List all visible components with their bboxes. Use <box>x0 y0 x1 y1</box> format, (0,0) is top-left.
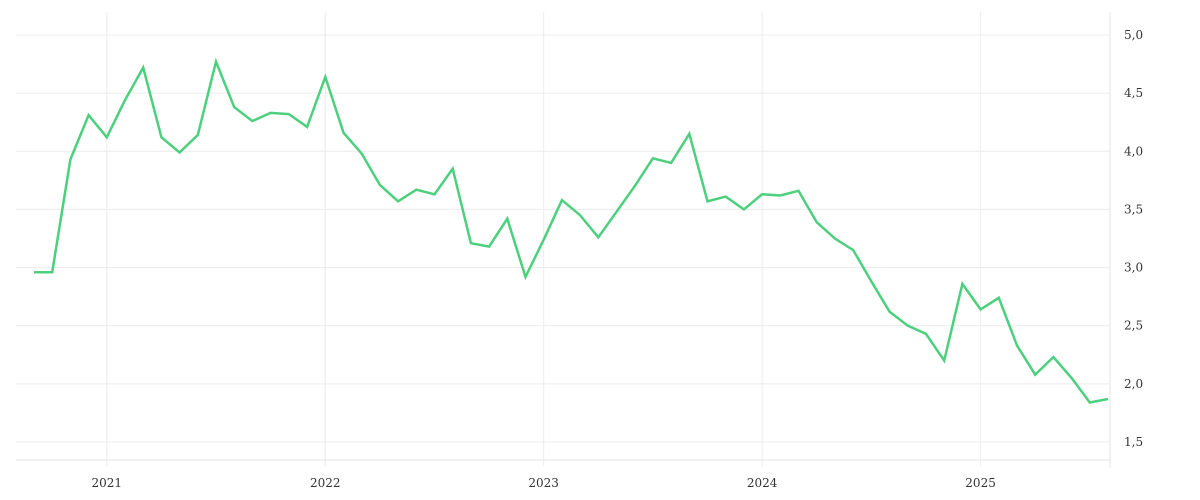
x-tick-label: 2021 <box>92 476 123 490</box>
y-axis-tick-labels: 1,5 2,0 2,5 3,0 3,5 4,0 4,5 5,0 <box>1124 28 1143 449</box>
y-tick-label: 3,0 <box>1124 261 1143 275</box>
horizontal-gridlines <box>16 34 1110 443</box>
series-line <box>34 57 1109 404</box>
y-tick-label: 2,5 <box>1124 319 1143 333</box>
y-tick-label: 2,0 <box>1124 377 1143 391</box>
x-tick-label: 2025 <box>965 476 996 490</box>
y-tick-label: 5,0 <box>1124 28 1143 42</box>
y-tick-label: 4,0 <box>1124 144 1143 158</box>
x-tick-label: 2024 <box>747 476 778 490</box>
vertical-gridlines <box>106 12 982 466</box>
series-layer <box>34 57 1109 404</box>
y-tick-label: 3,5 <box>1124 202 1143 216</box>
y-tick-label: 4,5 <box>1124 86 1143 100</box>
y-tick-label: 1,5 <box>1124 435 1143 449</box>
x-axis-tick-labels: 2021 2022 2023 2024 2025 <box>92 476 996 490</box>
x-tick-label: 2023 <box>528 476 559 490</box>
x-tick-label: 2022 <box>310 476 341 490</box>
